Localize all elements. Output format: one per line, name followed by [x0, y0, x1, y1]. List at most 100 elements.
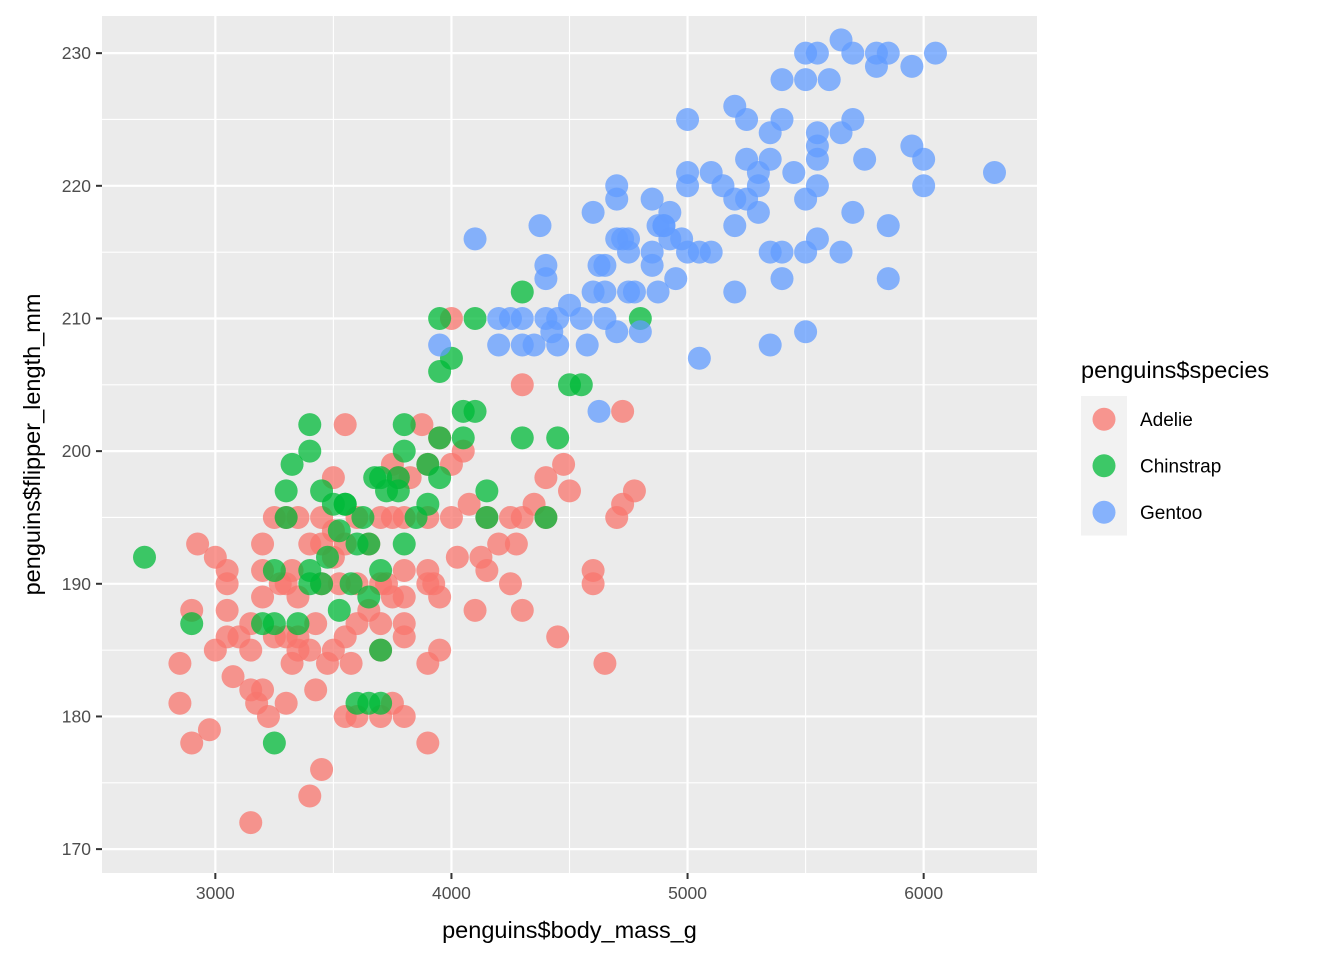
data-point-gentoo: [805, 227, 829, 251]
data-point-gentoo: [581, 200, 605, 224]
data-point-gentoo: [593, 280, 617, 304]
data-point-gentoo: [983, 161, 1006, 185]
data-point-gentoo: [794, 320, 818, 344]
data-point-gentoo: [923, 41, 947, 65]
data-point-gentoo: [841, 107, 865, 131]
data-point-gentoo: [912, 174, 936, 198]
data-point-adelie: [251, 532, 275, 556]
data-point-gentoo: [652, 214, 676, 238]
data-point-gentoo: [617, 240, 641, 264]
data-point-gentoo: [876, 214, 900, 238]
x-tick-label: 4000: [432, 883, 471, 903]
data-point-chinstrap: [510, 426, 534, 450]
data-point-adelie: [339, 651, 363, 675]
data-point-chinstrap: [416, 492, 440, 516]
data-point-gentoo: [746, 174, 770, 198]
data-point-gentoo: [805, 174, 829, 198]
x-tick-label: 3000: [196, 883, 235, 903]
data-point-adelie: [215, 598, 239, 622]
data-point-chinstrap: [369, 638, 393, 662]
data-point-gentoo: [746, 200, 770, 224]
data-point-adelie: [611, 399, 635, 423]
data-point-adelie: [310, 758, 334, 782]
data-point-gentoo: [782, 161, 806, 185]
data-point-chinstrap: [327, 598, 351, 622]
data-point-chinstrap: [262, 559, 286, 583]
data-point-chinstrap: [386, 479, 410, 503]
data-point-chinstrap: [310, 572, 334, 596]
data-point-gentoo: [646, 280, 670, 304]
data-point-gentoo: [463, 227, 487, 251]
data-point-gentoo: [569, 306, 593, 330]
axes: 3000 4000 5000 6000 170 180 190 200 210 220 230: [62, 43, 944, 903]
y-tick-label: 200: [62, 441, 91, 461]
data-point-adelie: [274, 691, 298, 715]
data-point-chinstrap: [392, 532, 416, 556]
data-point-adelie: [168, 651, 192, 675]
data-point-gentoo: [593, 253, 617, 277]
data-point-chinstrap: [286, 612, 310, 636]
data-point-adelie: [392, 704, 416, 728]
data-point-adelie: [498, 572, 522, 596]
data-point-gentoo: [522, 333, 546, 357]
data-point-chinstrap: [569, 373, 593, 397]
data-point-gentoo: [628, 320, 652, 344]
data-point-adelie: [251, 678, 275, 702]
legend-swatch-adelie: [1092, 407, 1116, 431]
data-point-gentoo: [605, 320, 629, 344]
data-point-chinstrap: [357, 585, 381, 609]
data-point-chinstrap: [369, 691, 393, 715]
data-point-adelie: [392, 585, 416, 609]
data-point-adelie: [534, 466, 558, 490]
data-point-adelie: [428, 638, 452, 662]
data-point-chinstrap: [315, 545, 339, 569]
data-point-gentoo: [723, 280, 747, 304]
data-point-adelie: [510, 373, 534, 397]
data-point-adelie: [445, 545, 469, 569]
data-point-adelie: [457, 492, 481, 516]
data-point-adelie: [392, 559, 416, 583]
data-point-adelie: [581, 572, 605, 596]
data-point-gentoo: [805, 147, 829, 171]
x-axis-title: penguins$body_mass_g: [442, 917, 697, 943]
data-point-gentoo: [687, 346, 711, 370]
data-point-chinstrap: [274, 479, 298, 503]
data-point-chinstrap: [428, 306, 452, 330]
data-point-chinstrap: [546, 426, 570, 450]
data-point-gentoo: [640, 253, 664, 277]
legend-items: Adelie Chinstrap Gentoo: [1081, 396, 1221, 536]
data-point-adelie: [416, 731, 440, 755]
data-point-chinstrap: [463, 306, 487, 330]
data-point-gentoo: [735, 107, 759, 131]
data-point-chinstrap: [327, 519, 351, 543]
data-point-adelie: [463, 598, 487, 622]
data-point-adelie: [239, 811, 263, 835]
data-point-chinstrap: [510, 280, 534, 304]
data-point-gentoo: [723, 214, 747, 238]
legend-title: penguins$species: [1081, 357, 1269, 383]
legend-swatch-gentoo: [1092, 500, 1116, 524]
data-point-chinstrap: [463, 399, 487, 423]
data-point-adelie: [298, 638, 322, 662]
data-point-chinstrap: [298, 439, 322, 463]
data-point-chinstrap: [262, 612, 286, 636]
data-point-chinstrap: [280, 452, 304, 476]
data-point-chinstrap: [180, 612, 204, 636]
data-point-gentoo: [528, 214, 552, 238]
data-point-gentoo: [770, 240, 794, 264]
data-point-adelie: [439, 505, 463, 529]
legend-label-adelie: Adelie: [1140, 410, 1193, 431]
data-point-gentoo: [428, 333, 452, 357]
y-tick-label: 190: [62, 574, 91, 594]
data-point-gentoo: [534, 267, 558, 291]
data-point-gentoo: [546, 333, 570, 357]
data-point-gentoo: [900, 54, 924, 78]
legend-label-chinstrap: Chinstrap: [1140, 457, 1221, 478]
y-tick-label: 210: [62, 308, 91, 328]
data-point-gentoo: [853, 147, 877, 171]
data-point-gentoo: [841, 200, 865, 224]
data-point-adelie: [392, 625, 416, 649]
data-point-gentoo: [699, 240, 723, 264]
data-point-adelie: [197, 718, 221, 742]
